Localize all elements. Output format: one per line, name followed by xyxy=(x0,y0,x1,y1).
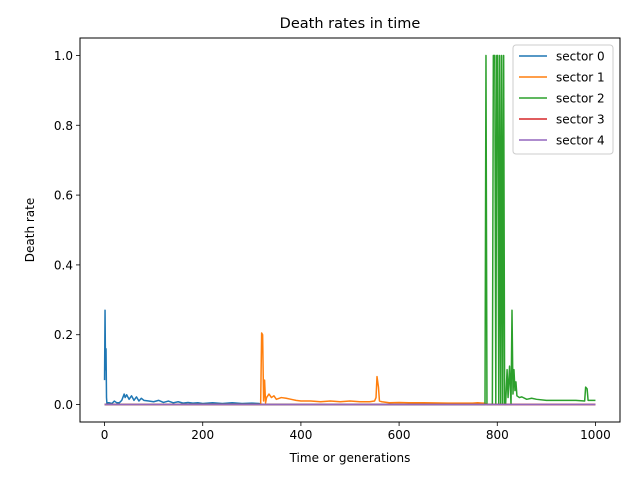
x-axis-title: Time or generations xyxy=(289,451,411,465)
legend-label: sector 4 xyxy=(556,134,605,148)
y-tick-label: 0.0 xyxy=(54,398,73,412)
y-tick-label: 1.0 xyxy=(54,49,73,63)
chart-title: Death rates in time xyxy=(280,16,421,32)
series-layer xyxy=(103,54,596,406)
plot-frame xyxy=(79,37,621,423)
y-tick-label: 0.2 xyxy=(54,328,73,342)
legend-label: sector 3 xyxy=(556,113,605,127)
y-tick-label: 0.6 xyxy=(54,189,73,203)
legend-label: sector 1 xyxy=(556,71,605,85)
series-line-sector-2 xyxy=(104,54,596,406)
y-tick-label: 0.8 xyxy=(54,119,73,133)
legend: sector 0 sector 1 sector 2 sector 3 sector 4 xyxy=(512,44,614,155)
legend-label: sector 0 xyxy=(556,50,605,64)
legend-box xyxy=(512,44,614,155)
x-tick-label: 0 xyxy=(101,428,109,442)
legend-label: sector 2 xyxy=(556,92,605,106)
x-tick-label: 600 xyxy=(388,428,411,442)
x-tick-label: 800 xyxy=(486,428,509,442)
ticks-layer: 0 200 400 600 800 1000 0.0 0.2 0.4 0.6 0.8 1.0 xyxy=(54,49,611,442)
x-tick-label: 1000 xyxy=(580,428,611,442)
x-tick-label: 400 xyxy=(289,428,312,442)
y-axis-title: Death rate xyxy=(23,198,37,262)
y-tick-label: 0.4 xyxy=(54,258,73,272)
x-tick-label: 200 xyxy=(191,428,214,442)
series-line-sector-1 xyxy=(104,332,596,406)
